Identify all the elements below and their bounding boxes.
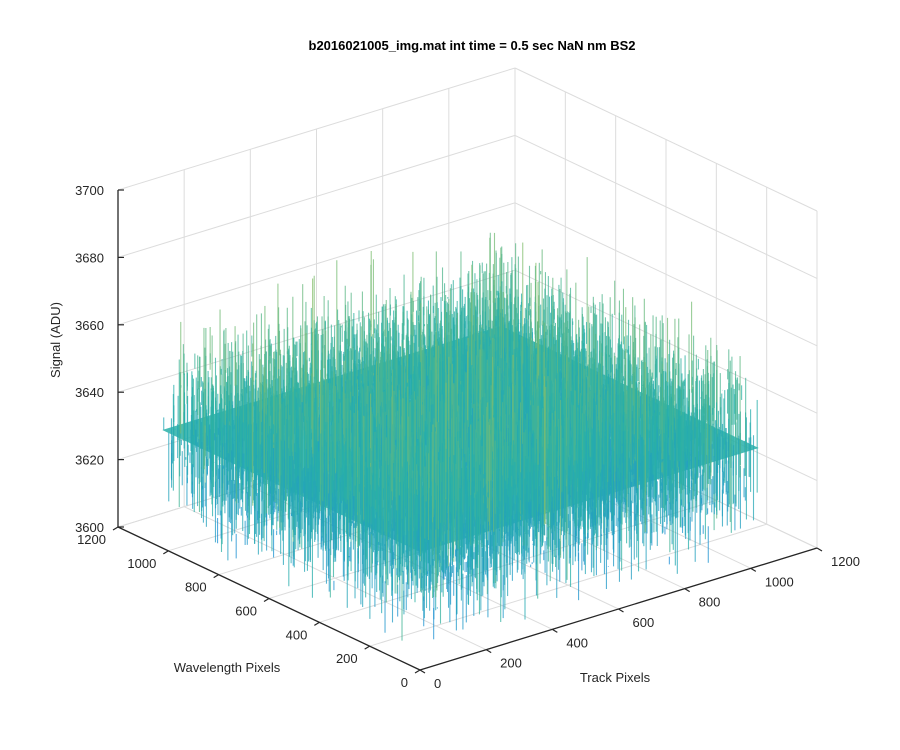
y-tick-mark [163,550,169,555]
x-tick-mark [618,608,624,613]
side-wall-grid-line [514,269,818,414]
back-wall-grid-line [117,134,516,258]
x-tick-mark [750,567,757,572]
side-wall-grid-line [514,202,818,347]
back-wall-grid-line [117,67,516,191]
x-tick-mark [419,669,426,674]
surface [162,232,759,641]
y-tick-mark [314,621,320,626]
y-tick-mark [213,574,219,579]
y-tick-mark [364,645,370,650]
back-wall-grid-line [117,202,516,326]
side-wall-grid-line [514,134,818,279]
y-tick-mark [112,526,119,531]
x-tick-mark [485,649,492,654]
side-wall-grid-line [514,67,818,212]
y-tick-mark [414,669,421,674]
axes [112,189,823,674]
x-tick-mark [552,628,558,633]
x-tick-mark [816,547,823,552]
x-tick-mark [684,588,690,593]
y-tick-mark [263,597,270,603]
